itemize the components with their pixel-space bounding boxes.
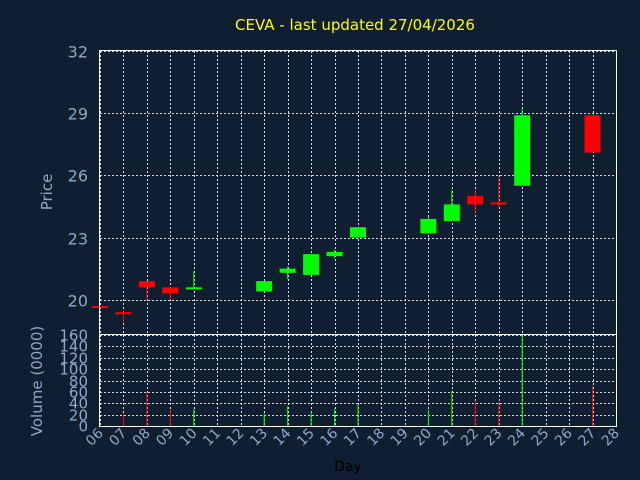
day-tick-label: 22 xyxy=(458,426,482,450)
volume-tick-label: 40 xyxy=(69,395,88,413)
candle-body xyxy=(420,218,437,234)
price-tick-label: 23 xyxy=(68,230,88,249)
candle-body xyxy=(256,281,273,292)
volume-plot-frame xyxy=(99,334,617,427)
day-tick-label: 27 xyxy=(575,426,599,450)
day-tick-label: 12 xyxy=(224,426,248,450)
volume-tick-label: 120 xyxy=(59,350,88,368)
day-tick-label: 26 xyxy=(552,425,576,449)
price-axis-label: Price xyxy=(38,174,56,211)
candle-body xyxy=(162,287,179,294)
price-candles xyxy=(92,109,601,323)
volume-tick-label: 160 xyxy=(59,327,88,345)
volume-tick-label: 100 xyxy=(59,361,88,379)
candle-body xyxy=(350,227,366,238)
day-tick-label: 17 xyxy=(341,426,365,450)
candle-body xyxy=(490,202,507,205)
price-tick-label: 29 xyxy=(68,105,88,124)
day-axis-ticks: 06 07 08 09 10 11 12 13 14 15 16 17 18 19 20 21 22 23 24 25… xyxy=(83,425,623,449)
day-tick-label: 19 xyxy=(388,426,412,450)
price-tick-label: 26 xyxy=(68,167,88,186)
chart-title: CEVA - last updated 27/04/2026 xyxy=(235,16,475,34)
day-tick-label: 08 xyxy=(130,426,154,450)
volume-tick-label: 0 xyxy=(78,418,88,436)
candle-body xyxy=(279,268,296,273)
volume-bars xyxy=(122,335,594,426)
day-tick-label: 14 xyxy=(271,425,295,449)
day-axis-label: Day xyxy=(334,459,362,475)
volume-tick-label: 140 xyxy=(59,338,88,356)
day-tick-label: 23 xyxy=(482,426,506,450)
volume-tick-label: 60 xyxy=(69,384,88,402)
day-tick-label: 11 xyxy=(200,426,224,450)
day-tick-label: 07 xyxy=(106,426,130,450)
day-tick-label: 13 xyxy=(247,426,271,450)
day-tick-label: 18 xyxy=(364,426,388,450)
day-tick-label: 24 xyxy=(505,425,529,449)
price-axis-ticks: 20 23 26 29 32 xyxy=(68,43,88,311)
day-tick-label: 25 xyxy=(529,426,553,450)
candle-body xyxy=(326,252,343,257)
candle-body xyxy=(303,254,320,275)
price-tick-label: 32 xyxy=(68,43,88,62)
day-tick-label: 21 xyxy=(435,426,459,450)
price-tick-label: 20 xyxy=(68,292,88,311)
day-tick-label: 09 xyxy=(153,426,177,450)
volume-tick-label: 80 xyxy=(69,373,88,391)
candle-body xyxy=(443,204,460,221)
day-tick-label: 10 xyxy=(177,426,201,450)
volume-axis-label: Volume (0000) xyxy=(28,326,46,436)
day-tick-label: 20 xyxy=(411,426,435,450)
candle-body xyxy=(138,281,155,288)
candle-body xyxy=(584,115,601,153)
day-tick-label: 16 xyxy=(317,425,341,449)
candle-body xyxy=(115,312,132,315)
candle-body xyxy=(185,287,202,290)
volume-tick-label: 20 xyxy=(69,407,88,425)
day-tick-label: 28 xyxy=(599,426,623,450)
candle-body xyxy=(467,196,484,205)
day-tick-label: 15 xyxy=(294,426,318,450)
candle-body xyxy=(514,115,531,186)
